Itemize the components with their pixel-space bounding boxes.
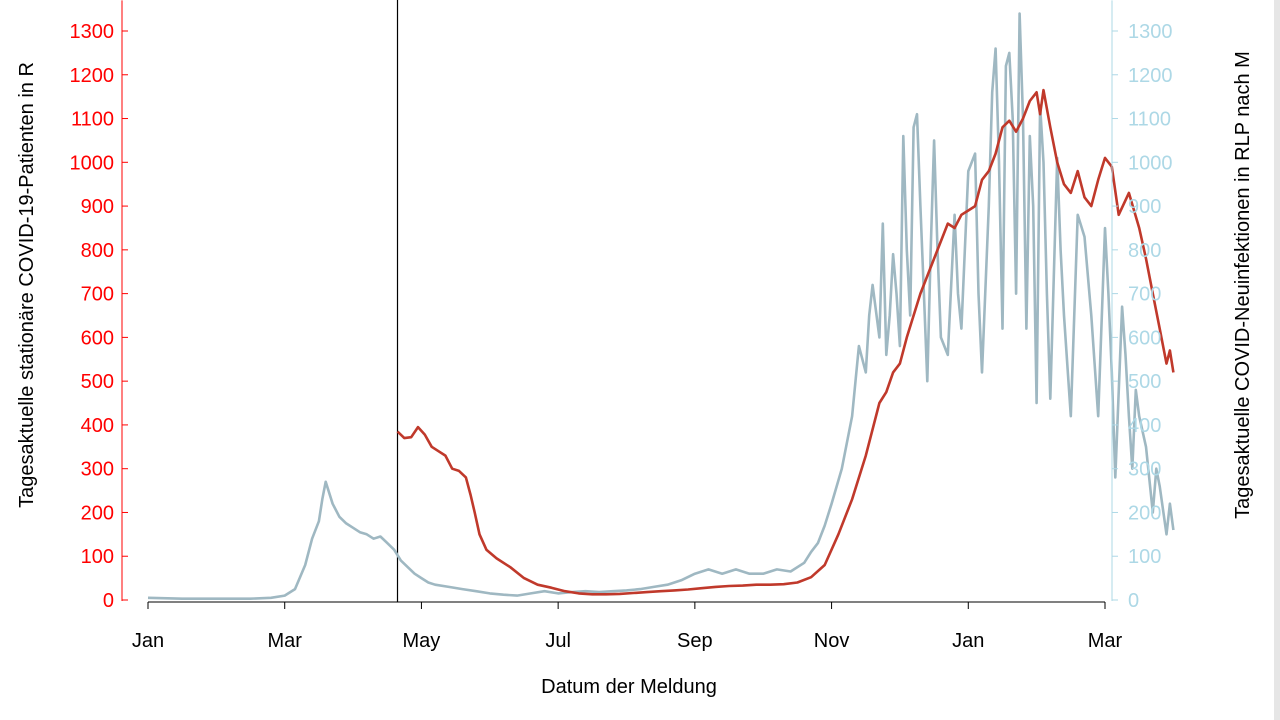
left-tick-label: 600 [81,327,114,349]
left-tick-label: 1000 [70,152,115,174]
right-tick-label: 300 [1128,459,1161,481]
left-axis-ticks: 0 100 200 300 400 500 600 700 800 900 1000 1100 1200… [70,0,128,612]
right-tick-label: 1100 [1128,109,1171,131]
left-tick-label: 700 [81,284,114,306]
x-tick-label: Jul [545,630,571,652]
x-tick-label: Mar [267,630,302,652]
right-axis-title: Tagesaktuelle COVID-Neuinfektionen in RL… [1232,51,1254,519]
right-tick-label: 100 [1128,546,1161,568]
x-tick-label: Jan [952,630,984,652]
right-tick-label: 600 [1128,327,1161,349]
left-tick-label: 100 [81,546,114,568]
x-tick-label: May [403,630,441,652]
right-axis-ticks: 0 100 200 300 400 500 600 700 800 900 1000 1100 1200… [1111,0,1173,612]
right-tick-label: 900 [1128,196,1161,218]
left-tick-label: 0 [103,590,114,612]
x-axis-ticks: Jan Mar May Jul Sep Nov Jan Mar [132,601,1123,652]
right-tick-label: 500 [1128,371,1161,393]
x-tick-label: Mar [1088,630,1123,652]
left-axis-title: Tagesaktuelle stationäre COVID-19-Patien… [16,62,38,508]
left-tick-label: 1200 [70,65,115,87]
left-tick-label: 1300 [70,21,115,43]
hospital-patients-line [396,88,1175,596]
right-tick-label: 1200 [1128,65,1173,87]
right-edge-divider [1274,0,1280,720]
left-tick-label: 800 [81,240,114,262]
left-tick-label: 900 [81,196,114,218]
x-tick-label: Nov [814,630,850,652]
left-tick-label: 300 [81,459,114,481]
new-infections-line [147,12,1175,600]
left-tick-label: 200 [81,502,114,524]
plot-lines [147,0,1175,602]
x-tick-label: Sep [677,630,713,652]
left-tick-label: 1100 [71,109,114,131]
x-axis-title: Datum der Meldung [541,676,717,698]
right-tick-label: 700 [1128,284,1161,306]
left-tick-label: 500 [81,371,114,393]
right-tick-label: 0 [1128,590,1139,612]
right-tick-label: 1300 [1128,21,1173,43]
right-tick-label: 800 [1128,240,1161,262]
x-tick-label: Jan [132,630,164,652]
right-tick-label: 1000 [1128,152,1173,174]
right-tick-label: 400 [1128,415,1161,437]
left-tick-label: 400 [81,415,114,437]
right-tick-label: 200 [1128,502,1161,524]
